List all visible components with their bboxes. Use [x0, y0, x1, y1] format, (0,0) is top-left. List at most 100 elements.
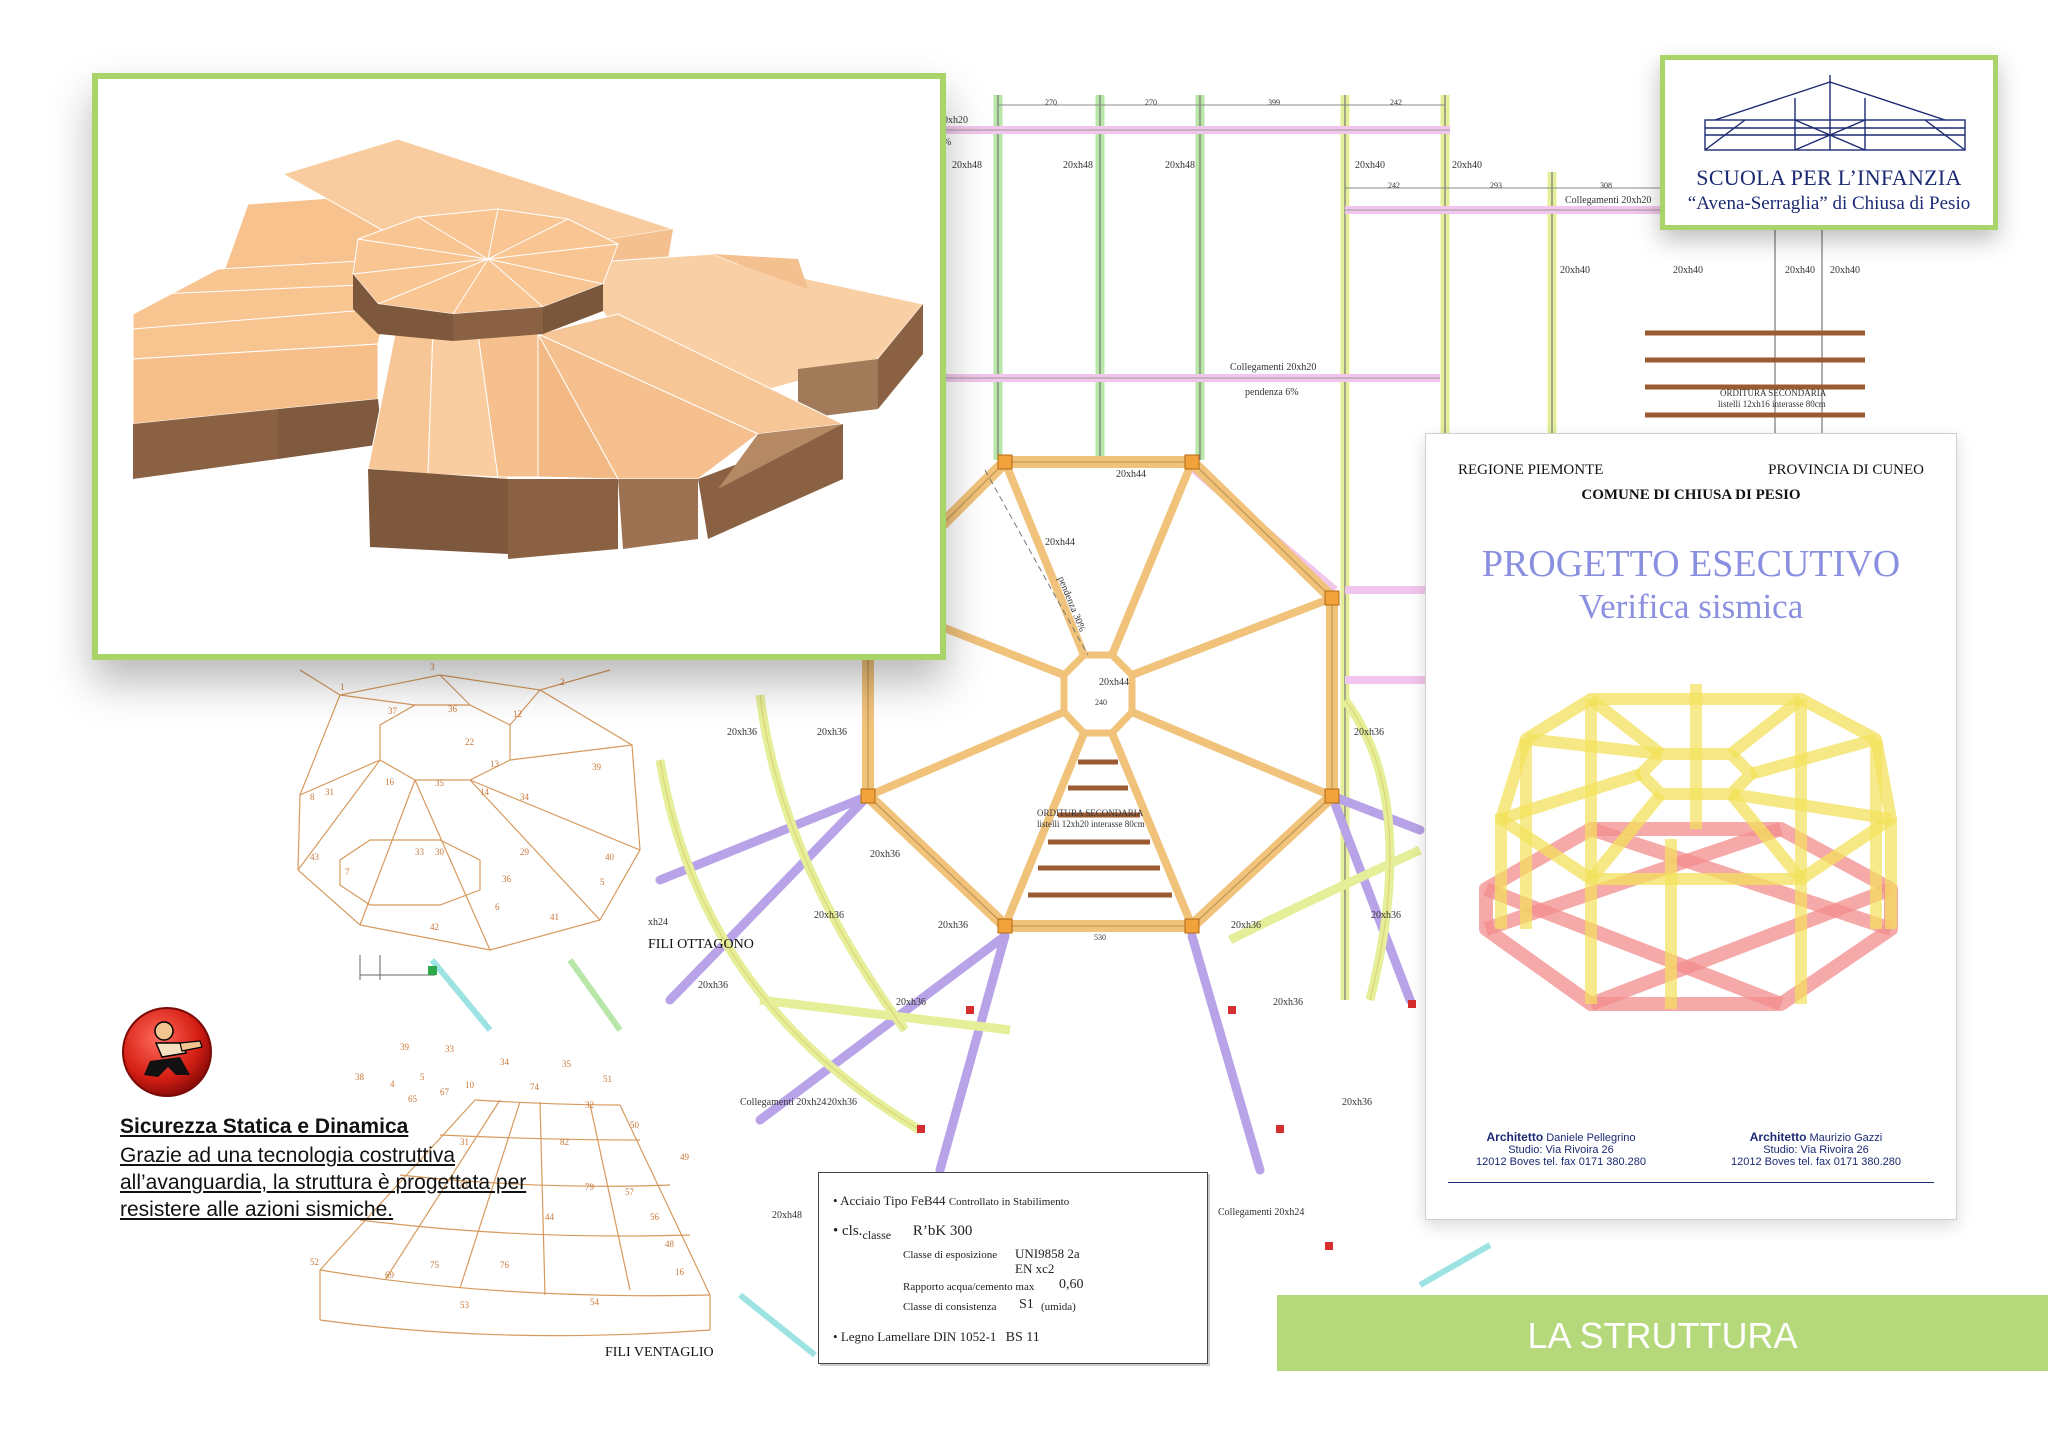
spec-esposizione-label: Classe di esposizione	[903, 1249, 998, 1261]
svg-text:35: 35	[435, 778, 445, 788]
plan-label: pendenza 6%	[1245, 387, 1299, 398]
svg-text:65: 65	[408, 1094, 418, 1104]
svg-text:81: 81	[460, 1180, 469, 1190]
svg-text:39: 39	[400, 1042, 410, 1052]
svg-text:5: 5	[420, 1072, 425, 1082]
svg-text:16: 16	[675, 1267, 685, 1277]
plan-dim: 308	[1600, 181, 1612, 190]
cover-region: REGIONE PIEMONTE	[1458, 462, 1604, 478]
logo-subtitle: “Avena-Serraglia” di Chiusa di Pesio	[1687, 193, 1971, 214]
architect-2: Architetto Maurizio Gazzi Studio: Via Ri…	[1701, 1131, 1931, 1168]
svg-text:76: 76	[500, 1260, 510, 1270]
svg-text:42: 42	[430, 922, 439, 932]
svg-text:54: 54	[590, 1297, 600, 1307]
security-text: Grazie ad una tecnologia costruttiva all…	[120, 1144, 527, 1221]
svg-text:32: 32	[585, 1100, 594, 1110]
svg-text:36: 36	[448, 704, 458, 714]
plan-label: 20xh48	[1165, 160, 1195, 171]
svg-text:33: 33	[445, 1044, 455, 1054]
svg-text:33: 33	[415, 847, 425, 857]
svg-text:34: 34	[520, 792, 530, 802]
plan-label: Collegamenti 20xh20	[1565, 195, 1651, 206]
svg-text:38: 38	[355, 1072, 365, 1082]
plan-label: Collegamenti 20xh24	[740, 1097, 826, 1108]
svg-text:51: 51	[603, 1074, 612, 1084]
plan-label: 20xh36	[1342, 1097, 1372, 1108]
svg-text:49: 49	[680, 1152, 690, 1162]
security-title: Sicurezza Statica e Dinamica	[120, 1115, 409, 1138]
plan-label: 20xh36	[1371, 910, 1401, 921]
materials-spec-box: • Acciaio Tipo FeB44 Controllato in Stab…	[818, 1172, 1208, 1364]
spec-legno: Legno Lamellare DIN 1052-1	[840, 1329, 997, 1344]
plan-label: 20xh40	[1560, 265, 1590, 276]
architect-1-contact: 12012 Boves tel. fax 0171 380.280	[1475, 1156, 1647, 1168]
plan-label: 20xh40	[1785, 265, 1815, 276]
plan-label: 20xh40	[1452, 160, 1482, 171]
plan-label: 20xh36	[817, 727, 847, 738]
svg-text:53: 53	[460, 1300, 470, 1310]
svg-text:57: 57	[625, 1187, 635, 1197]
architect-1: Architetto Daniele Pellegrino Studio: Vi…	[1446, 1131, 1676, 1168]
svg-text:74: 74	[530, 1082, 540, 1092]
svg-text:44: 44	[545, 1212, 555, 1222]
plan-label: 20xh36	[938, 920, 968, 931]
svg-text:16: 16	[385, 777, 395, 787]
svg-text:39: 39	[592, 762, 602, 772]
svg-text:14: 14	[480, 787, 490, 797]
svg-text:6: 6	[495, 902, 500, 912]
svg-text:31: 31	[325, 787, 334, 797]
cover-subtitle: Verifica sismica	[1578, 587, 1804, 626]
plan-label: 20xh40	[1673, 265, 1703, 276]
architect-2-role: Architetto	[1749, 1130, 1807, 1144]
plan-label: 20xh48	[772, 1210, 802, 1221]
plan-label: 20xh40	[1830, 265, 1860, 276]
architect-1-role: Architetto	[1486, 1130, 1544, 1144]
plan-label: Collegamenti 20xh20	[1230, 362, 1316, 373]
svg-text:13: 13	[490, 759, 500, 769]
logo-title: SCUOLA PER L’INFANZIA	[1696, 165, 1962, 190]
spec-legno-value: BS 11	[1005, 1330, 1040, 1345]
svg-text:48: 48	[665, 1239, 675, 1249]
svg-text:67: 67	[440, 1087, 450, 1097]
spec-acciaio-note: Controllato in Stabilimento	[948, 1196, 1070, 1208]
svg-text:37: 37	[388, 706, 398, 716]
spec-acciaio: Acciaio Tipo FeB44	[840, 1193, 946, 1208]
spec-cls: cls.	[842, 1223, 863, 1239]
plan-label: 20xh36	[814, 910, 844, 921]
roof-3d-model	[132, 138, 924, 559]
spec-consistenza-label: Classe di consistenza	[903, 1301, 997, 1313]
architect-2-name: Maurizio Gazzi	[1809, 1132, 1883, 1144]
svg-text:50: 50	[630, 1120, 640, 1130]
plan-label: 20xh36	[1354, 727, 1384, 738]
svg-text:7: 7	[345, 867, 350, 877]
spec-esposizione-value-1: UNI9858 2a	[1015, 1246, 1080, 1261]
svg-text:3: 3	[430, 662, 435, 672]
cover-comune: COMUNE DI CHIUSA DI PESIO	[1581, 487, 1801, 503]
plan-label: Collegamenti 20xh24	[1218, 1207, 1304, 1218]
svg-text:30: 30	[435, 847, 445, 857]
plan-dim: 240	[1095, 698, 1107, 707]
martial-arts-icon	[122, 1007, 212, 1097]
spec-rapporto-label: Rapporto acqua/cemento max	[903, 1281, 1035, 1293]
svg-text:79: 79	[585, 1182, 595, 1192]
spec-esposizione-value-2: EN xc2	[1015, 1261, 1055, 1276]
svg-text:2: 2	[560, 677, 565, 687]
section-label-bar: LA STRUTTURA	[1277, 1295, 2048, 1371]
plan-dim: 530	[1094, 933, 1106, 942]
plan-label: 20xh48	[952, 160, 982, 171]
roof-3d-model-card	[92, 73, 946, 660]
section-label: LA STRUTTURA	[1527, 1315, 1798, 1356]
svg-text:35: 35	[562, 1059, 572, 1069]
plan-label: listelli 12xh16 interasse 80cm	[1718, 399, 1826, 409]
plan-label: 20xh36	[1231, 920, 1261, 931]
spec-rapporto-value: 0,60	[1059, 1277, 1084, 1292]
fili-ventaglio-label: FILI VENTAGLIO	[605, 1345, 714, 1360]
plan-label: 20xh48	[1063, 160, 1093, 171]
svg-text:34: 34	[500, 1057, 510, 1067]
architect-2-studio: Studio: Via Rivoira 26	[1763, 1144, 1869, 1156]
svg-text:5: 5	[600, 877, 605, 887]
svg-text:41: 41	[550, 912, 559, 922]
svg-text:52: 52	[310, 1257, 319, 1267]
